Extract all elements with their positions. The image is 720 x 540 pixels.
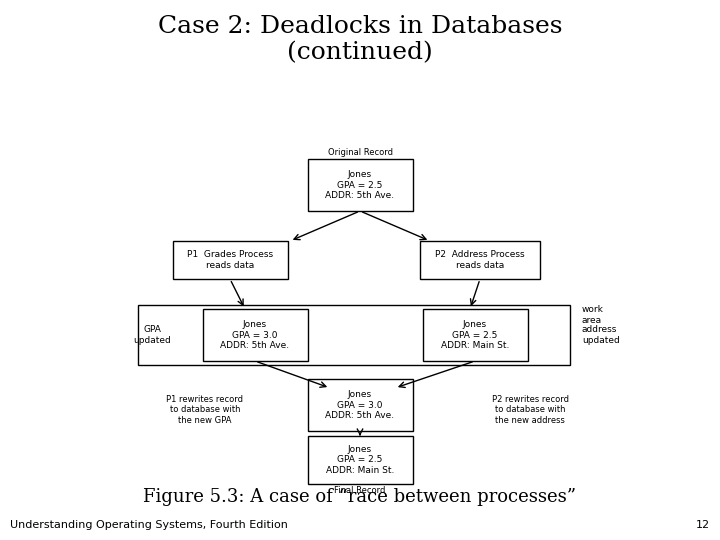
Text: P2  Address Process
reads data: P2 Address Process reads data: [435, 251, 525, 269]
Text: Jones
GPA = 2.5
ADDR: 5th Ave.: Jones GPA = 2.5 ADDR: 5th Ave.: [325, 170, 395, 200]
Bar: [307, 159, 413, 211]
Text: Figure 5.3: A case of “race between processes”: Figure 5.3: A case of “race between proc…: [143, 488, 577, 506]
Bar: [307, 379, 413, 431]
Bar: [423, 309, 528, 361]
Bar: [420, 241, 540, 279]
Text: Jones
GPA = 3.0
ADDR: 5th Ave.: Jones GPA = 3.0 ADDR: 5th Ave.: [220, 320, 289, 350]
Text: address
updated: address updated: [582, 325, 620, 345]
Text: GPA
updated: GPA updated: [133, 325, 171, 345]
Text: work
area: work area: [582, 305, 604, 325]
Text: 12: 12: [696, 520, 710, 530]
Bar: [202, 309, 307, 361]
Text: P1 rewrites record
to database with
the new GPA: P1 rewrites record to database with the …: [166, 395, 243, 425]
Bar: [173, 241, 287, 279]
Text: Jones
GPA = 2.5
ADDR: Main St.: Jones GPA = 2.5 ADDR: Main St.: [441, 320, 509, 350]
Text: Original Record: Original Record: [328, 148, 392, 157]
Bar: [307, 436, 413, 484]
Text: Jones
GPA = 2.5
ADDR: Main St.: Jones GPA = 2.5 ADDR: Main St.: [326, 445, 394, 475]
Text: P2 rewrites record
to database with
the new address: P2 rewrites record to database with the …: [492, 395, 569, 425]
Text: Understanding Operating Systems, Fourth Edition: Understanding Operating Systems, Fourth …: [10, 520, 288, 530]
Text: P1  Grades Process
reads data: P1 Grades Process reads data: [187, 251, 273, 269]
Text: Jones
GPA = 3.0
ADDR: 5th Ave.: Jones GPA = 3.0 ADDR: 5th Ave.: [325, 390, 395, 420]
Bar: [138, 305, 570, 365]
Text: Case 2: Deadlocks in Databases
(continued): Case 2: Deadlocks in Databases (continue…: [158, 15, 562, 65]
Text: Final Record: Final Record: [334, 486, 386, 495]
